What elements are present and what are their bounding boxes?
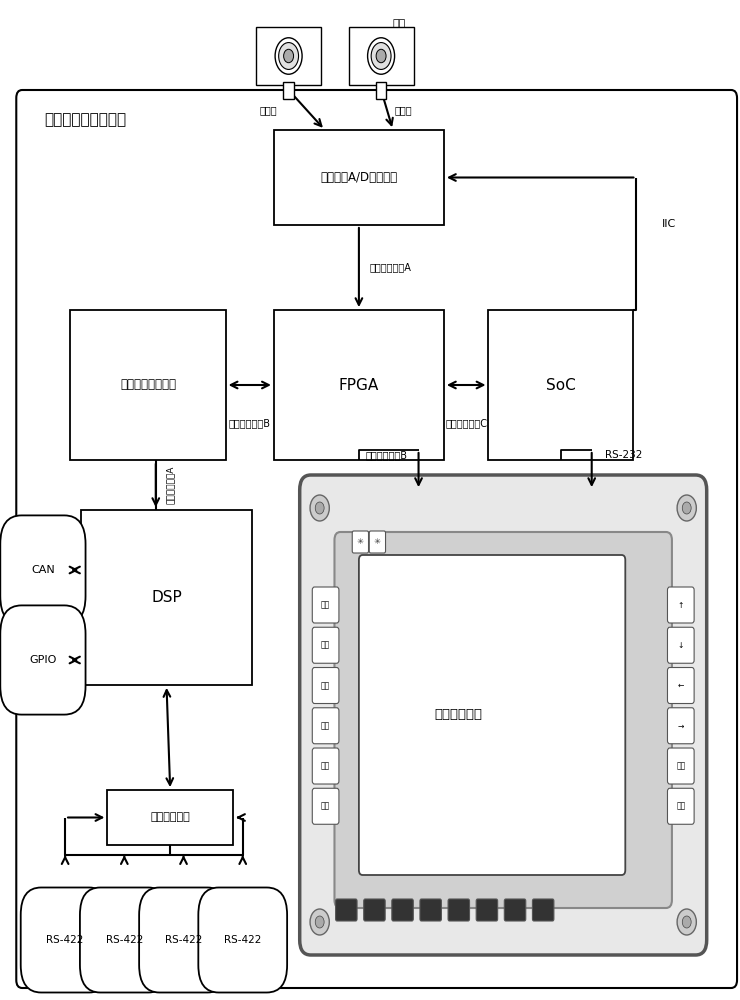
Circle shape: [279, 43, 298, 69]
FancyBboxPatch shape: [0, 605, 86, 715]
Circle shape: [677, 495, 696, 521]
Circle shape: [315, 916, 324, 928]
FancyBboxPatch shape: [300, 475, 707, 955]
Text: 双端口随机存储器: 双端口随机存储器: [120, 378, 176, 391]
FancyBboxPatch shape: [667, 587, 694, 623]
Circle shape: [275, 38, 302, 74]
FancyBboxPatch shape: [312, 708, 339, 744]
FancyBboxPatch shape: [16, 90, 737, 988]
Text: 工况: 工况: [321, 600, 330, 609]
Text: 并行控制总线C: 并行控制总线C: [445, 418, 487, 428]
Text: 调试: 调试: [321, 802, 330, 811]
Text: RS-232: RS-232: [605, 450, 642, 460]
FancyBboxPatch shape: [70, 310, 226, 460]
Text: RS-422: RS-422: [106, 935, 143, 945]
FancyBboxPatch shape: [312, 748, 339, 784]
FancyBboxPatch shape: [364, 899, 385, 921]
FancyBboxPatch shape: [533, 899, 554, 921]
FancyBboxPatch shape: [80, 888, 169, 992]
Circle shape: [376, 49, 386, 63]
FancyBboxPatch shape: [0, 515, 86, 625]
FancyBboxPatch shape: [21, 888, 110, 992]
FancyBboxPatch shape: [274, 130, 444, 225]
Text: RS-422: RS-422: [47, 935, 84, 945]
FancyBboxPatch shape: [352, 531, 369, 553]
Text: 并行视频数据A: 并行视频数据A: [370, 263, 412, 273]
Text: →: →: [678, 721, 684, 730]
Text: 液晶显控模块: 液晶显控模块: [435, 708, 482, 721]
FancyBboxPatch shape: [369, 531, 386, 553]
Circle shape: [310, 909, 329, 935]
FancyBboxPatch shape: [477, 899, 498, 921]
Text: 模拟
相机: 模拟 相机: [392, 19, 406, 41]
Circle shape: [315, 502, 324, 514]
Text: CAN: CAN: [31, 565, 55, 575]
FancyBboxPatch shape: [667, 788, 694, 824]
FancyBboxPatch shape: [256, 27, 321, 85]
FancyBboxPatch shape: [505, 899, 525, 921]
Circle shape: [371, 43, 391, 69]
Text: FPGA: FPGA: [339, 377, 379, 392]
FancyBboxPatch shape: [107, 790, 233, 845]
Text: ↑: ↑: [678, 600, 684, 609]
Text: 确认: 确认: [676, 802, 685, 811]
FancyBboxPatch shape: [198, 888, 287, 992]
Text: ✳: ✳: [357, 538, 364, 546]
Text: 播种: 播种: [321, 641, 330, 650]
FancyBboxPatch shape: [139, 888, 228, 992]
Text: 同轴线: 同轴线: [394, 105, 412, 115]
FancyBboxPatch shape: [420, 899, 441, 921]
FancyBboxPatch shape: [274, 310, 444, 460]
Circle shape: [283, 49, 294, 63]
Circle shape: [682, 502, 691, 514]
FancyBboxPatch shape: [334, 532, 672, 908]
FancyBboxPatch shape: [312, 788, 339, 824]
FancyBboxPatch shape: [448, 899, 470, 921]
Text: ↓: ↓: [678, 641, 684, 650]
FancyBboxPatch shape: [488, 310, 633, 460]
Text: DSP: DSP: [151, 590, 182, 605]
FancyBboxPatch shape: [667, 748, 694, 784]
Circle shape: [310, 495, 329, 521]
Text: RS-422: RS-422: [224, 935, 261, 945]
FancyBboxPatch shape: [312, 627, 339, 663]
FancyBboxPatch shape: [312, 668, 339, 704]
Text: GPIO: GPIO: [30, 655, 56, 665]
Circle shape: [368, 38, 394, 74]
Text: 模拟视频A/D转换模块: 模拟视频A/D转换模块: [320, 171, 397, 184]
FancyBboxPatch shape: [667, 708, 694, 744]
Text: 并行控制总线B: 并行控制总线B: [229, 418, 271, 428]
Text: 串口扩展模块: 串口扩展模块: [150, 812, 190, 822]
Circle shape: [677, 909, 696, 935]
Text: 回退: 回退: [676, 762, 685, 771]
Text: 一体化显示控制单元: 一体化显示控制单元: [44, 112, 126, 127]
Text: 视场: 视场: [321, 681, 330, 690]
Text: 并行控制总线A: 并行控制总线A: [166, 466, 175, 504]
FancyBboxPatch shape: [392, 899, 414, 921]
FancyBboxPatch shape: [667, 668, 694, 704]
Text: 校准: 校准: [321, 721, 330, 730]
FancyBboxPatch shape: [81, 510, 252, 685]
Text: RS-422: RS-422: [165, 935, 202, 945]
FancyBboxPatch shape: [359, 555, 625, 875]
FancyBboxPatch shape: [349, 27, 414, 85]
Circle shape: [682, 916, 691, 928]
Text: 参数: 参数: [321, 762, 330, 771]
Text: ✳: ✳: [374, 538, 381, 546]
Text: 并行视频数据B: 并行视频数据B: [366, 450, 408, 460]
Text: SoC: SoC: [545, 377, 576, 392]
FancyBboxPatch shape: [312, 587, 339, 623]
Text: 同轴线: 同轴线: [260, 105, 278, 115]
FancyBboxPatch shape: [336, 899, 357, 921]
FancyBboxPatch shape: [667, 627, 694, 663]
Text: ←: ←: [678, 681, 684, 690]
FancyBboxPatch shape: [376, 82, 386, 99]
Text: IIC: IIC: [662, 219, 676, 229]
FancyBboxPatch shape: [283, 82, 294, 99]
